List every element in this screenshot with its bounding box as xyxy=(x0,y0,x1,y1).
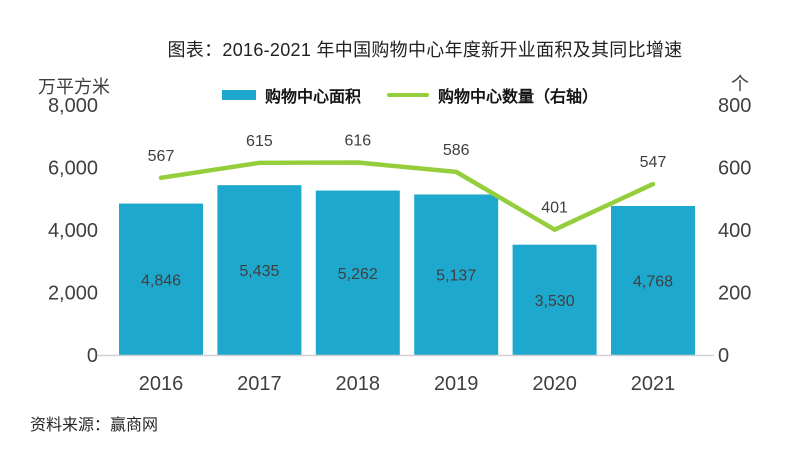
bar-label-2018: 5,262 xyxy=(338,266,378,283)
bar-2021 xyxy=(611,206,695,355)
right-axis-unit: 个 xyxy=(731,74,749,94)
x-label-2018: 2018 xyxy=(336,373,381,395)
bar-2020 xyxy=(512,244,597,355)
right-tick-0: 0 xyxy=(718,345,729,367)
x-label-2017: 2017 xyxy=(237,373,282,395)
legend-bar-swatch-icon xyxy=(222,90,256,100)
chart-legend: 购物中心面积 购物中心数量（右轴） xyxy=(222,86,599,106)
line-label-2020: 401 xyxy=(541,200,568,217)
bar-label-2019: 5,137 xyxy=(436,268,476,285)
legend-line-swatch-icon xyxy=(387,93,430,97)
bar-2017 xyxy=(217,185,302,355)
chart-title: 图表：2016-2021 年中国购物中心年度新开业面积及其同比增速 xyxy=(167,40,683,60)
bar-2019 xyxy=(414,194,499,355)
line-label-2021: 547 xyxy=(640,154,667,171)
line-label-2017: 615 xyxy=(246,133,273,150)
left-tick-2,000: 2,000 xyxy=(48,283,98,305)
right-tick-600: 600 xyxy=(718,158,751,180)
left-tick-8,000: 8,000 xyxy=(48,95,98,117)
bar-label-2016: 4,846 xyxy=(141,272,181,289)
bar-label-2020: 3,530 xyxy=(535,293,575,310)
left-tick-6,000: 6,000 xyxy=(48,158,98,180)
bar-label-2021: 4,768 xyxy=(633,274,673,291)
source-note: 资料来源：赢商网 xyxy=(30,417,159,434)
right-tick-800: 800 xyxy=(718,95,751,117)
bar-2018 xyxy=(315,190,400,355)
bar-label-2017: 5,435 xyxy=(239,263,279,280)
x-label-2020: 2020 xyxy=(532,373,577,395)
left-tick-4,000: 4,000 xyxy=(48,220,98,242)
legend-bar-label: 购物中心面积 xyxy=(265,89,362,106)
line-label-2018: 616 xyxy=(344,133,371,150)
left-tick-0: 0 xyxy=(87,345,98,367)
x-label-2019: 2019 xyxy=(434,373,479,395)
legend-line-label: 购物中心数量（右轴） xyxy=(438,89,599,106)
line-label-2019: 586 xyxy=(443,142,470,159)
line-series xyxy=(158,160,656,232)
combo-chart: 4,846 5,435 5,262 5,137 3,530 4,768 567 615 616 5… xyxy=(38,74,751,395)
bar-2016 xyxy=(119,203,203,355)
right-tick-400: 400 xyxy=(718,220,751,242)
x-label-2021: 2021 xyxy=(631,373,676,395)
right-tick-200: 200 xyxy=(718,283,751,305)
line-label-2016: 567 xyxy=(148,148,175,165)
left-axis-unit: 万平方米 xyxy=(38,77,110,97)
x-label-2016: 2016 xyxy=(139,373,184,395)
